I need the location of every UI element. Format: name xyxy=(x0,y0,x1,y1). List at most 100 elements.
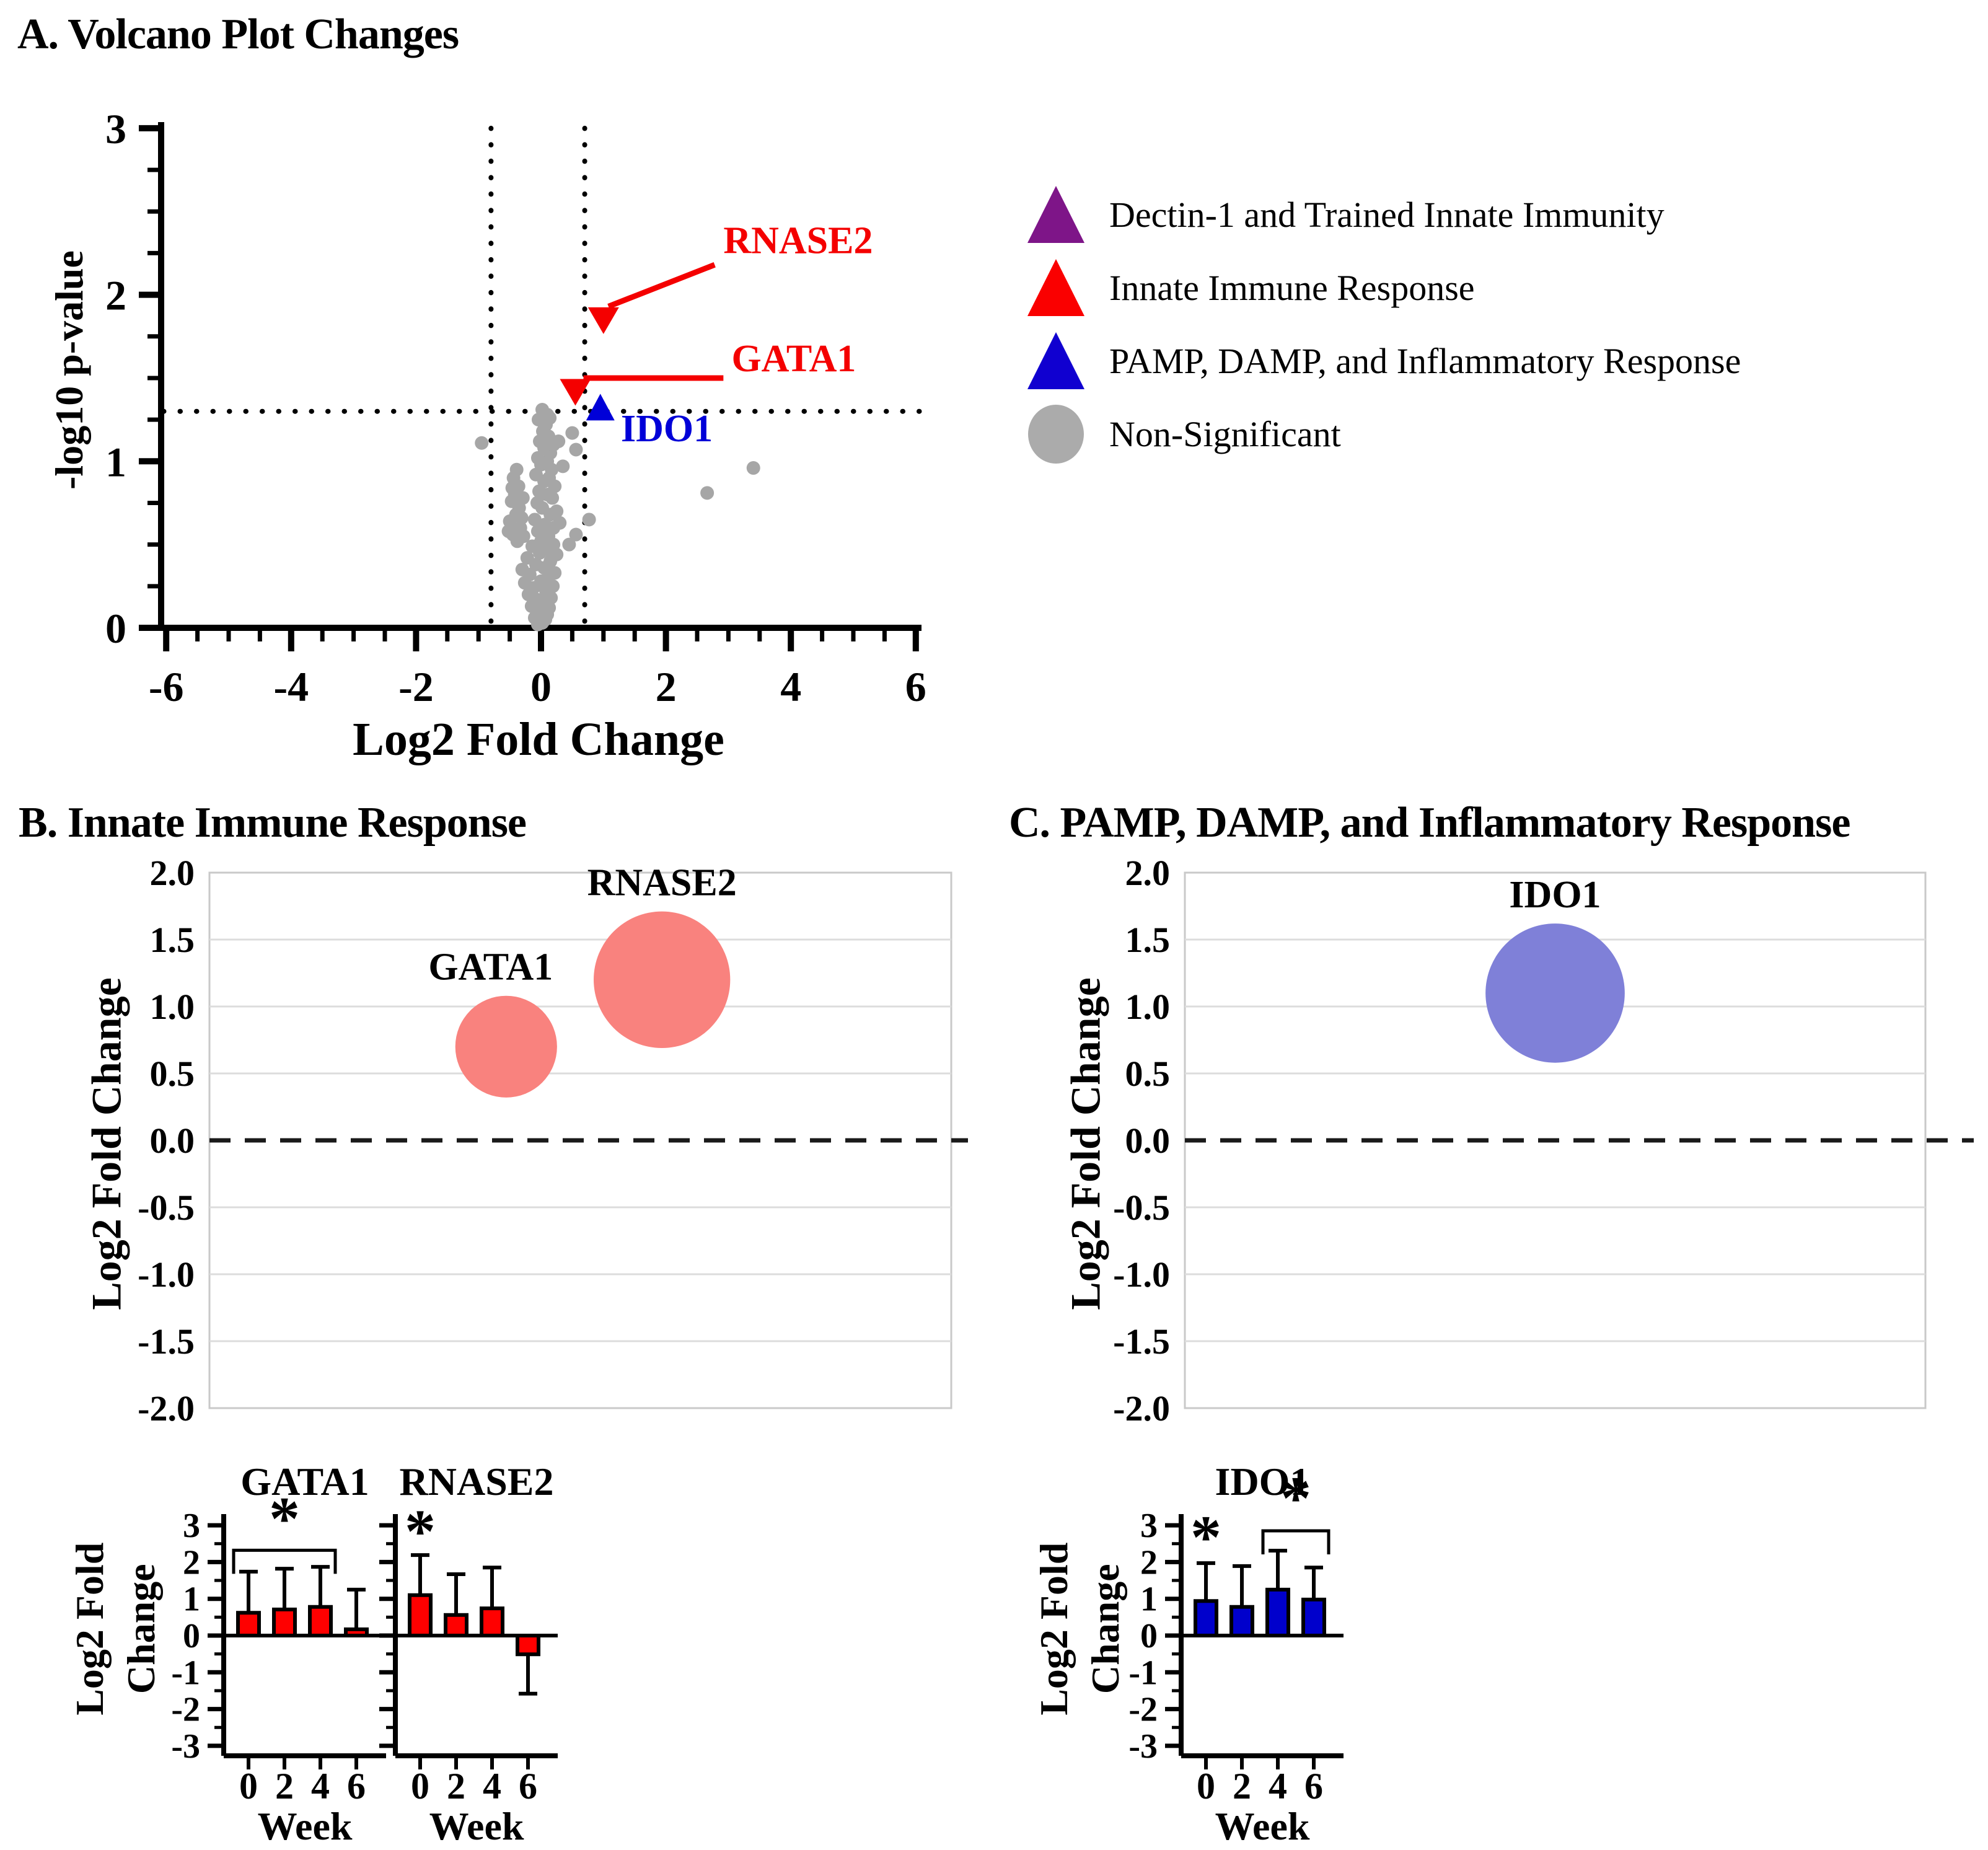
svg-text:4: 4 xyxy=(1269,1766,1287,1807)
svg-text:1: 1 xyxy=(1140,1580,1158,1619)
svg-text:4: 4 xyxy=(483,1766,501,1807)
svg-text:1: 1 xyxy=(183,1580,200,1619)
svg-text:-2.0: -2.0 xyxy=(138,1388,195,1429)
legend: Dectin-1 and Trained Innate Immunity Inn… xyxy=(1026,183,1741,465)
triangle-purple-icon xyxy=(1026,186,1086,243)
circle-gray-icon xyxy=(1026,404,1086,464)
svg-text:1.0: 1.0 xyxy=(1125,987,1171,1027)
svg-text:-2.0: -2.0 xyxy=(1113,1388,1170,1429)
svg-text:*: * xyxy=(405,1497,436,1566)
svg-text:-2: -2 xyxy=(398,663,434,710)
svg-text:RNASE2: RNASE2 xyxy=(400,1460,554,1504)
volcano-annotations: RNASE2 GATA1 IDO1 xyxy=(583,219,873,450)
svg-text:6: 6 xyxy=(905,663,926,710)
volcano-axes: 0 1 2 3 -6 -4 -2 0 2 4 6 xyxy=(105,105,926,710)
svg-text:-6: -6 xyxy=(149,663,184,710)
svg-text:-1.5: -1.5 xyxy=(138,1321,195,1362)
svg-text:2: 2 xyxy=(1233,1766,1251,1807)
panel-b-title: B. Innate Immune Response xyxy=(19,799,527,847)
volcano-x-axis-label: Log2 Fold Change xyxy=(353,713,724,765)
bubble-c-y-axis-label: Log2 Fold Change xyxy=(1062,977,1109,1310)
svg-text:Week: Week xyxy=(429,1804,524,1848)
svg-text:-3: -3 xyxy=(1128,1727,1158,1766)
bars-rnase2-plot: 0 2 4 6 * Week RNASE2 xyxy=(379,1460,558,1848)
svg-text:3: 3 xyxy=(1140,1507,1158,1545)
bars-c-y-axis-label: Log2 Fold Change xyxy=(1031,1542,1127,1716)
svg-text:Week: Week xyxy=(258,1804,353,1848)
svg-text:2.0: 2.0 xyxy=(150,853,195,893)
svg-text:GATA1: GATA1 xyxy=(428,946,553,989)
svg-text:0.5: 0.5 xyxy=(1125,1054,1171,1094)
svg-text:1.0: 1.0 xyxy=(150,987,195,1027)
svg-text:-2: -2 xyxy=(1128,1691,1158,1729)
svg-text:2.0: 2.0 xyxy=(1125,853,1171,893)
svg-text:-0.5: -0.5 xyxy=(138,1187,195,1228)
triangle-red-icon xyxy=(1026,259,1086,316)
volcano-plot: 0 1 2 3 -6 -4 -2 0 2 4 6 RNASE2 GATA1 IDO1 xyxy=(105,105,930,710)
svg-text:Week: Week xyxy=(1215,1804,1310,1848)
svg-text:-4: -4 xyxy=(273,663,309,710)
svg-text:-1: -1 xyxy=(1128,1654,1158,1692)
svg-text:2: 2 xyxy=(275,1766,294,1807)
svg-text:0: 0 xyxy=(105,605,126,652)
panel-c-title: C. PAMP, DAMP, and Inflammatory Response xyxy=(1009,799,1850,847)
svg-text:2: 2 xyxy=(183,1543,200,1582)
svg-text:IDO1: IDO1 xyxy=(1215,1460,1310,1504)
svg-text:2: 2 xyxy=(1140,1543,1158,1582)
panel-a-title: A. Volcano Plot Changes xyxy=(17,11,459,58)
svg-text:*: * xyxy=(1280,1463,1311,1532)
svg-text:GATA1: GATA1 xyxy=(731,338,856,380)
svg-text:-1.5: -1.5 xyxy=(1113,1321,1170,1362)
svg-text:0.5: 0.5 xyxy=(150,1054,195,1094)
svg-text:6: 6 xyxy=(1304,1766,1323,1807)
legend-item-innate-immune: Innate Immune Response xyxy=(1026,257,1741,319)
legend-item-non-significant: Non-Significant xyxy=(1026,403,1741,465)
svg-text:2: 2 xyxy=(447,1766,465,1807)
svg-text:3: 3 xyxy=(105,105,126,152)
svg-text:GATA1: GATA1 xyxy=(240,1460,369,1504)
bubble-innate-plot: 2.0 1.5 1.0 0.5 0.0 -0.5 -1.0 -1.5 -2.0 GATA1 RNAS… xyxy=(138,853,968,1429)
svg-text:1: 1 xyxy=(105,438,126,485)
volcano-series-non-significant xyxy=(475,403,760,632)
svg-text:2: 2 xyxy=(656,663,677,710)
svg-text:6: 6 xyxy=(347,1766,366,1807)
volcano-series-pamp-damp-and-inflammatory-response xyxy=(586,394,615,421)
legend-item-pamp-damp: PAMP, DAMP, and Inflammatory Response xyxy=(1026,330,1741,392)
svg-text:0: 0 xyxy=(1197,1766,1215,1807)
svg-text:IDO1: IDO1 xyxy=(1509,874,1601,916)
legend-label: PAMP, DAMP, and Inflammatory Response xyxy=(1109,340,1741,381)
svg-text:-3: -3 xyxy=(171,1727,200,1766)
legend-label: Dectin-1 and Trained Innate Immunity xyxy=(1109,194,1665,235)
svg-text:RNASE2: RNASE2 xyxy=(723,219,873,262)
svg-text:RNASE2: RNASE2 xyxy=(587,862,737,904)
svg-text:6: 6 xyxy=(519,1766,537,1807)
legend-label: Innate Immune Response xyxy=(1109,267,1475,308)
svg-text:3: 3 xyxy=(183,1507,200,1545)
svg-text:0: 0 xyxy=(183,1617,200,1655)
svg-text:0.0: 0.0 xyxy=(1125,1121,1171,1161)
svg-text:2: 2 xyxy=(105,272,126,319)
svg-text:1.5: 1.5 xyxy=(1125,920,1171,960)
svg-text:IDO1: IDO1 xyxy=(621,408,713,450)
svg-text:*: * xyxy=(1190,1502,1221,1571)
legend-label: Non-Significant xyxy=(1109,413,1341,454)
svg-text:0: 0 xyxy=(530,663,552,710)
triangle-blue-icon xyxy=(1026,332,1086,389)
svg-text:0: 0 xyxy=(1140,1617,1158,1655)
svg-text:4: 4 xyxy=(780,663,801,710)
bars-b-y-axis-label: Log2 Fold Change xyxy=(67,1542,163,1716)
svg-text:*: * xyxy=(269,1484,300,1553)
legend-item-dectin1: Dectin-1 and Trained Innate Immunity xyxy=(1026,183,1741,245)
svg-text:0: 0 xyxy=(239,1766,258,1807)
svg-text:-0.5: -0.5 xyxy=(1113,1187,1170,1228)
svg-text:0: 0 xyxy=(411,1766,429,1807)
bubble-b-y-axis-label: Log2 Fold Change xyxy=(82,977,130,1310)
svg-text:-1.0: -1.0 xyxy=(1113,1254,1170,1295)
volcano-y-axis-label: -log10 p-value xyxy=(47,250,91,490)
svg-text:4: 4 xyxy=(311,1766,330,1807)
svg-text:-2: -2 xyxy=(171,1691,200,1729)
bubble-pamp-plot: 2.0 1.5 1.0 0.5 0.0 -0.5 -1.0 -1.5 -2.0 IDO1 xyxy=(1113,853,1974,1429)
